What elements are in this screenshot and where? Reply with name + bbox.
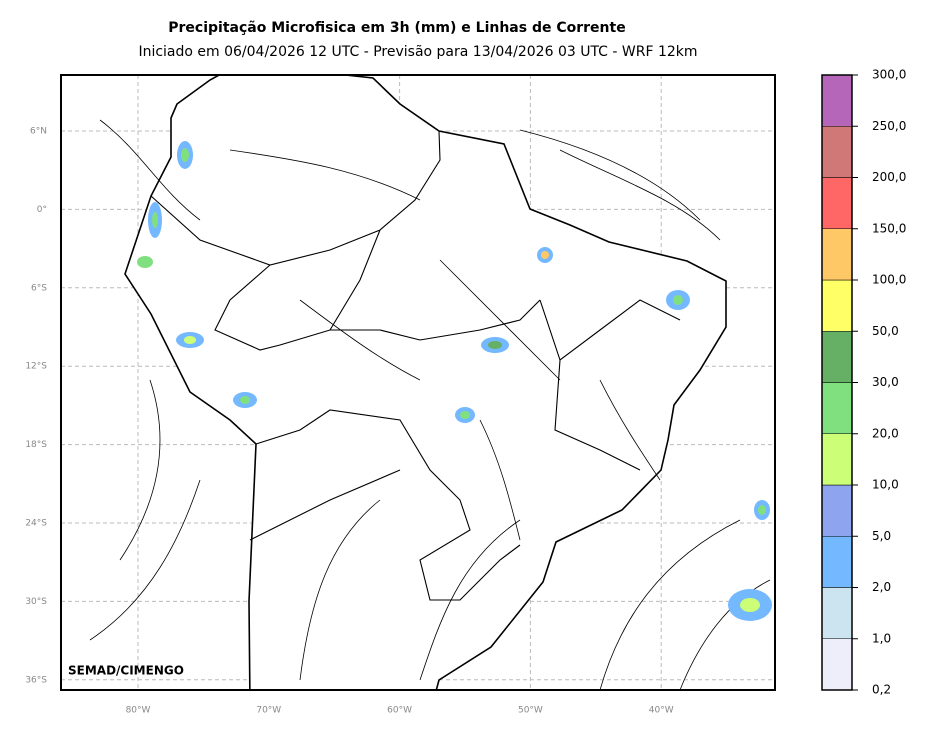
colorbar-segment: [821, 484, 853, 537]
colorbar-frame: [821, 74, 853, 691]
lon-label: 80°W: [126, 706, 151, 716]
lat-label: 18°S: [25, 440, 47, 450]
colorbar-segment: [821, 587, 853, 639]
lat-label: 6°S: [31, 283, 47, 293]
lat-label: 24°S: [25, 519, 47, 529]
colorbar-segment: [821, 177, 853, 229]
title: Precipitação Microfisica em 3h (mm) e Li…: [168, 20, 625, 36]
colorbar-label: 100,0: [872, 273, 906, 287]
colorbar: 0,2 1,0 2,0 5,0 10,0 20,0 30,0 50,0 100,0 150,0 20…: [821, 68, 906, 697]
colorbar-label: 300,0: [872, 68, 906, 82]
colorbar-label: 30,0: [872, 375, 899, 389]
lon-label: 60°W: [387, 706, 412, 716]
precipitation: [137, 141, 772, 621]
colorbar-label: 200,0: [872, 170, 906, 184]
lat-label: 30°S: [25, 597, 47, 607]
colorbar-label: 250,0: [872, 119, 906, 133]
lat-label: 12°S: [25, 362, 47, 372]
map-frame: [60, 74, 776, 691]
colorbar-label: 10,0: [872, 478, 899, 492]
borders: [150, 130, 681, 601]
lon-label: 70°W: [256, 706, 281, 716]
colorbar-segment: [821, 126, 853, 178]
colorbar-segment: [821, 638, 853, 691]
lat-label: 6°N: [30, 127, 47, 137]
lat-label: 36°S: [25, 675, 47, 685]
axis-labels: 6°N 0° 6°S 12°S 18°S 24°S 30°S 36°S 80°W 70°W 60°W…: [25, 127, 673, 716]
colorbar-segment: [821, 228, 853, 281]
map: SEMAD/CIMENGO: [61, 75, 775, 690]
colorbar-label: 2,0: [872, 580, 891, 594]
lon-label: 40°W: [649, 706, 674, 716]
credit: SEMAD/CIMENGO: [68, 664, 184, 678]
colorbar-label: 1,0: [872, 631, 891, 645]
colorbar-segment: [821, 536, 853, 588]
colorbar-label: 20,0: [872, 426, 899, 440]
colorbar-segment: [821, 433, 853, 486]
lon-label: 50°W: [518, 706, 543, 716]
colorbar-label: 0,2: [872, 683, 891, 697]
colorbar-segment: [821, 382, 853, 434]
colorbar-label: 150,0: [872, 221, 906, 235]
streamlines: [89, 119, 771, 690]
colorbar-label: 50,0: [872, 324, 899, 338]
colorbar-segment: [821, 74, 853, 127]
colorbar-segment: [821, 279, 853, 332]
continent: [124, 75, 727, 690]
colorbar-segment: [821, 331, 853, 383]
colorbar-label: 5,0: [872, 529, 891, 543]
subtitle: Iniciado em 06/04/2026 12 UTC - Previsão…: [138, 44, 697, 60]
lat-label: 0°: [37, 205, 47, 215]
